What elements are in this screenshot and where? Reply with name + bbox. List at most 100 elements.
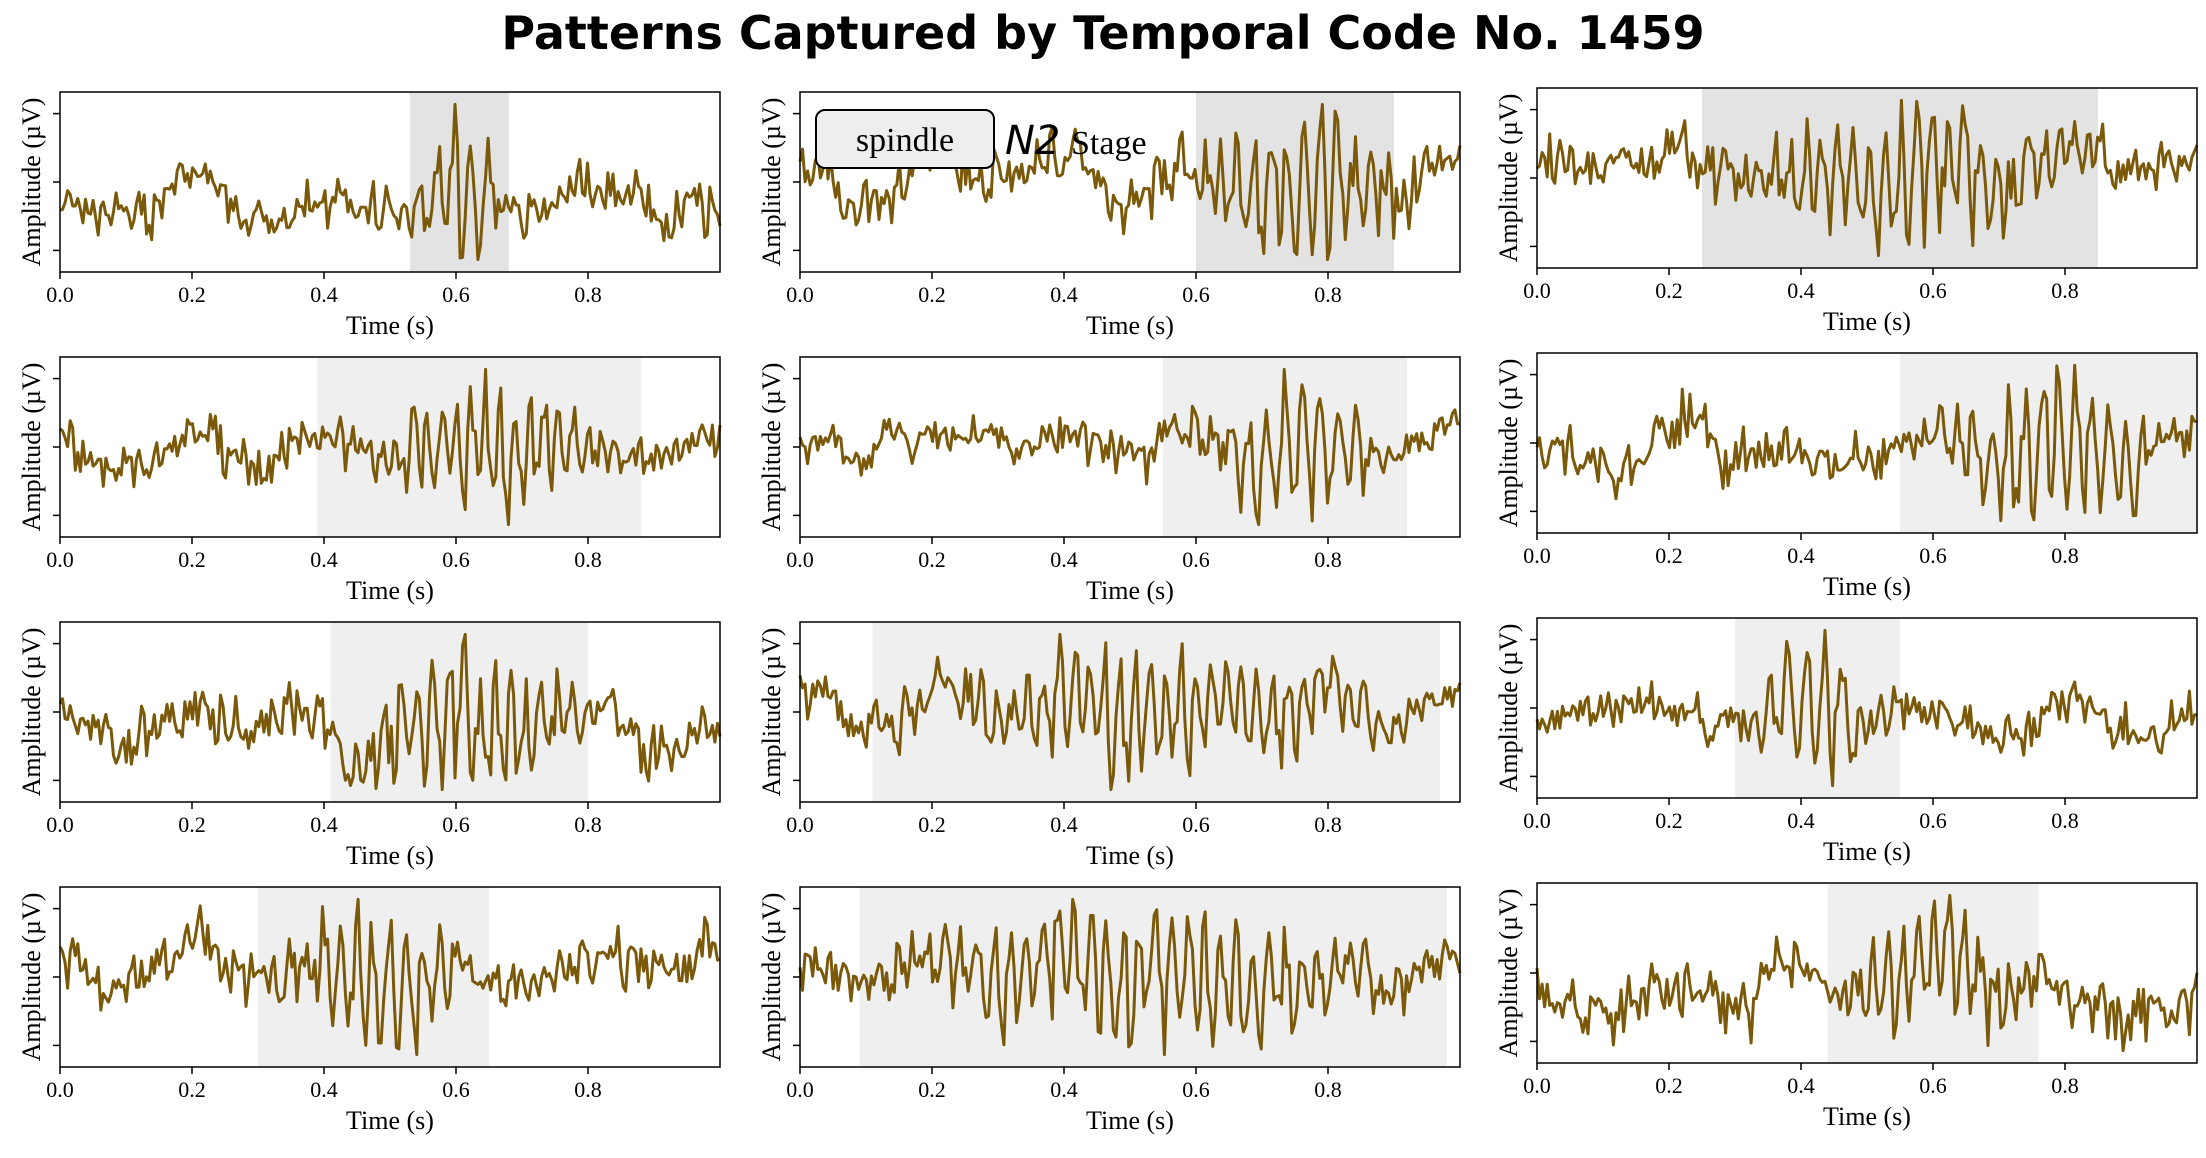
signal-line — [1535, 628, 2197, 788]
signal-line — [59, 367, 722, 527]
x-tick-label: 0.4 — [1050, 1077, 1078, 1102]
x-tick-label: 0.4 — [310, 547, 338, 572]
signal-line — [798, 632, 1462, 792]
x-tick-label: 0.6 — [1182, 812, 1210, 837]
x-tick-label: 0.6 — [1919, 278, 1947, 303]
signal-line — [58, 897, 721, 1057]
signal-line — [59, 102, 722, 262]
x-axis-label: Time (s) — [346, 1106, 434, 1135]
x-tick-label: 0.8 — [574, 1077, 602, 1102]
y-axis-label: Amplitude (µV) — [1494, 359, 1523, 528]
y-axis-label: Amplitude (µV) — [1494, 624, 1523, 793]
subplot-3-1: 0.0 0.2 0.4 0.6 0.8 Time (s) Amplitude (µV) — [17, 621, 722, 870]
x-tick-label: 0.4 — [1050, 282, 1078, 307]
x-tick-label: 0.4 — [310, 1077, 338, 1102]
signal-line — [798, 897, 1462, 1057]
x-axis-label: Time (s) — [1086, 576, 1174, 605]
y-axis-label: Amplitude (µV) — [757, 98, 786, 267]
x-tick-label: 0.4 — [310, 282, 338, 307]
signal-line — [1536, 98, 2199, 258]
x-tick-label: 0.8 — [574, 282, 602, 307]
x-tick-label: 0.2 — [178, 812, 206, 837]
x-axis-label: Time (s) — [1086, 1106, 1174, 1135]
x-tick-label: 0.6 — [442, 547, 470, 572]
y-axis-label: Amplitude (µV) — [1494, 94, 1523, 263]
highlight-span — [258, 887, 489, 1067]
x-axis-label: Time (s) — [1086, 841, 1174, 870]
subplot-1-3: 0.0 0.2 0.4 0.6 0.8 Time (s) Amplitude (µV) — [1494, 87, 2199, 336]
x-tick-label: 0.2 — [178, 282, 206, 307]
x-tick-label: 0.6 — [1919, 808, 1947, 833]
x-axis-label: Time (s) — [346, 576, 434, 605]
x-tick-label: 0.0 — [786, 1077, 814, 1102]
x-tick-label: 0.6 — [1919, 543, 1947, 568]
x-tick-label: 0.4 — [1050, 547, 1078, 572]
signal-line — [58, 632, 722, 792]
x-tick-label: 0.8 — [2051, 278, 2079, 303]
x-axis-label: Time (s) — [1086, 311, 1174, 340]
highlight-span — [1735, 618, 1900, 798]
x-tick-label: 0.0 — [786, 547, 814, 572]
x-tick-label: 0.8 — [2051, 1073, 2079, 1098]
x-tick-label: 0.0 — [1523, 808, 1551, 833]
subplot-4-2: 0.0 0.2 0.4 0.6 0.8 Time (s) Amplitude (µV) — [757, 886, 1462, 1135]
x-tick-label: 0.4 — [1787, 278, 1815, 303]
subplot-2-3: 0.0 0.2 0.4 0.6 0.8 Time (s) Amplitude (µV) — [1494, 352, 2198, 601]
x-tick-label: 0.4 — [1787, 543, 1815, 568]
x-tick-label: 0.8 — [1314, 282, 1342, 307]
x-tick-label: 0.0 — [786, 812, 814, 837]
x-tick-label: 0.6 — [442, 812, 470, 837]
x-tick-label: 0.2 — [178, 547, 206, 572]
x-axis-label: Time (s) — [1823, 837, 1911, 866]
signal-line — [798, 102, 1462, 262]
x-tick-label: 0.0 — [46, 547, 74, 572]
x-tick-label: 0.2 — [178, 1077, 206, 1102]
x-tick-label: 0.4 — [1787, 1073, 1815, 1098]
y-axis-label: Amplitude (µV) — [757, 363, 786, 532]
x-tick-label: 0.2 — [918, 547, 946, 572]
x-tick-label: 0.2 — [1655, 278, 1683, 303]
subplot-1-1: 0.0 0.2 0.4 0.6 0.8 Time (s) Amplitude (µV) — [17, 91, 722, 340]
x-tick-label: 0.2 — [1655, 1073, 1683, 1098]
x-tick-label: 0.0 — [46, 282, 74, 307]
x-axis-label: Time (s) — [346, 311, 434, 340]
x-tick-label: 0.0 — [786, 282, 814, 307]
x-tick-label: 0.6 — [1182, 547, 1210, 572]
legend-box — [815, 109, 995, 169]
y-axis-label: Amplitude (µV) — [757, 628, 786, 797]
x-tick-label: 0.6 — [1182, 1077, 1210, 1102]
x-tick-label: 0.0 — [1523, 278, 1551, 303]
x-tick-label: 0.4 — [310, 812, 338, 837]
legend-box-label: spindle — [856, 122, 954, 159]
x-axis-label: Time (s) — [1823, 307, 1911, 336]
x-axis-label: Time (s) — [1823, 572, 1911, 601]
x-tick-label: 0.8 — [1314, 1077, 1342, 1102]
x-tick-label: 0.8 — [2051, 808, 2079, 833]
x-tick-label: 0.4 — [1787, 808, 1815, 833]
subplot-2-2: 0.0 0.2 0.4 0.6 0.8 Time (s) Amplitude (µV) — [757, 356, 1461, 605]
subplot-2-1: 0.0 0.2 0.4 0.6 0.8 Time (s) Amplitude (µV) — [17, 356, 722, 605]
legend-stage-code: N2 — [1005, 118, 1060, 164]
x-tick-label: 0.2 — [1655, 543, 1683, 568]
signal-line — [1535, 363, 2198, 523]
legend: spindle N2 Stage — [815, 109, 1147, 169]
x-tick-label: 0.2 — [918, 282, 946, 307]
x-tick-label: 0.6 — [1182, 282, 1210, 307]
x-tick-label: 0.8 — [2051, 543, 2079, 568]
legend-stage-word: Stage — [1071, 125, 1147, 162]
x-axis-label: Time (s) — [346, 841, 434, 870]
signal-line — [798, 367, 1461, 527]
x-tick-label: 0.2 — [918, 812, 946, 837]
y-axis-label: Amplitude (µV) — [17, 628, 46, 797]
subplot-3-3: 0.0 0.2 0.4 0.6 0.8 Time (s) Amplitude (µV) — [1494, 617, 2198, 866]
x-tick-label: 0.8 — [1314, 547, 1342, 572]
x-tick-label: 0.6 — [1919, 1073, 1947, 1098]
subplot-4-1: 0.0 0.2 0.4 0.6 0.8 Time (s) Amplitude (µV) — [17, 886, 721, 1135]
x-tick-label: 0.6 — [442, 282, 470, 307]
highlight-span — [872, 622, 1441, 802]
subplot-4-3: 0.0 0.2 0.4 0.6 0.8 Time (s) Amplitude (µV) — [1494, 882, 2199, 1131]
x-tick-label: 0.0 — [46, 812, 74, 837]
subplot-3-2: 0.0 0.2 0.4 0.6 0.8 Time (s) Amplitude (µV) — [757, 621, 1462, 870]
y-axis-label: Amplitude (µV) — [17, 98, 46, 267]
